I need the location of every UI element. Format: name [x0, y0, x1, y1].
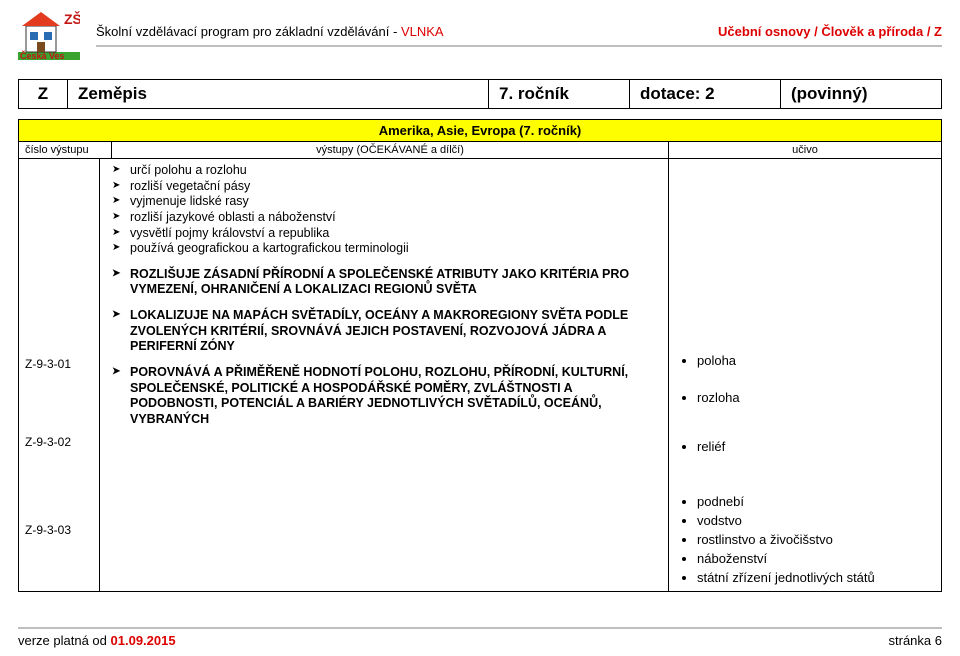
program-suffix: VLNKA — [401, 24, 444, 39]
ucivo-item: poloha — [697, 351, 935, 370]
table-title: Amerika, Asie, Evropa (7. ročník) — [19, 120, 941, 142]
ucivo-item: náboženství — [697, 549, 935, 568]
footer-left: verze platná od 01.09.2015 — [18, 633, 176, 648]
ucivo-item: státní zřízení jednotlivých států — [697, 568, 935, 587]
footer-right: stránka 6 — [889, 633, 942, 648]
table-head: číslo výstupu výstupy (OČEKÁVANÉ a dílčí… — [19, 142, 941, 159]
subject-name: Zeměpis — [68, 80, 489, 108]
header-text-bar: Školní vzdělávací program pro základní v… — [96, 24, 942, 47]
intro-item: používá geografickou a kartografickou te… — [130, 241, 662, 257]
footer-left-prefix: verze platná od — [18, 633, 111, 648]
logo-top-text: ZŠ — [64, 10, 80, 27]
subject-dotace: dotace: 2 — [630, 80, 781, 108]
school-logo: ZŠ Česká Ves — [18, 8, 80, 63]
block-item: ROZLIŠUJE ZÁSADNÍ PŘÍRODNÍ A SPOLEČENSKÉ… — [130, 267, 662, 298]
ucivo-item: rostlinstvo a živočišstvo — [697, 530, 935, 549]
intro-item: rozliší vegetační pásy — [130, 179, 662, 195]
ucivo-item: vodstvo — [697, 511, 935, 530]
block-item: LOKALIZUJE NA MAPÁCH SVĚTADÍLY, OCEÁNY A… — [130, 308, 662, 355]
output-code: Z-9-3-02 — [19, 433, 99, 521]
intro-item: určí polohu a rozlohu — [130, 163, 662, 179]
head-col3: učivo — [669, 142, 941, 158]
program-prefix: Školní vzdělávací program pro základní v… — [96, 24, 401, 39]
ucivo-item: rozloha — [697, 388, 935, 407]
intro-item: vysvětlí pojmy království a republika — [130, 226, 662, 242]
footer-date: 01.09.2015 — [111, 633, 176, 648]
subject-grade: 7. ročník — [489, 80, 630, 108]
subject-mandatory: (povinný) — [781, 80, 941, 108]
codes-column: Z-9-3-01 Z-9-3-02 Z-9-3-03 — [19, 159, 100, 591]
block-item: POROVNÁVÁ A PŘIMĚŘENĚ HODNOTÍ POLOHU, RO… — [130, 365, 662, 428]
output-code: Z-9-3-01 — [19, 355, 99, 433]
ucivo-column: poloha rozloha reliéf podnebí vodstvo ro… — [669, 159, 941, 591]
page-footer: verze platná od 01.09.2015 stránka 6 — [18, 627, 942, 648]
intro-item: vyjmenuje lidské rasy — [130, 194, 662, 210]
subject-code: Z — [19, 80, 68, 108]
outputs-column: určí polohu a rozlohu rozliší vegetační … — [100, 159, 669, 591]
ucivo-item: podnebí — [697, 492, 935, 511]
header-right: Učební osnovy / Člověk a příroda / Z — [718, 24, 942, 39]
subject-row: Z Zeměpis 7. ročník dotace: 2 (povinný) — [18, 79, 942, 109]
output-code: Z-9-3-03 — [19, 521, 99, 565]
head-col2: výstupy (OČEKÁVANÉ a dílčí) — [112, 142, 669, 158]
intro-item: rozliší jazykové oblasti a náboženství — [130, 210, 662, 226]
head-col1: číslo výstupu — [19, 142, 112, 158]
logo-bottom-text: Česká Ves — [20, 50, 65, 60]
ucivo-item: reliéf — [697, 437, 935, 456]
header-left: Školní vzdělávací program pro základní v… — [96, 24, 444, 39]
content-table: Amerika, Asie, Evropa (7. ročník) číslo … — [18, 119, 942, 592]
page-header: ZŠ Česká Ves Školní vzdělávací program p… — [0, 0, 960, 67]
